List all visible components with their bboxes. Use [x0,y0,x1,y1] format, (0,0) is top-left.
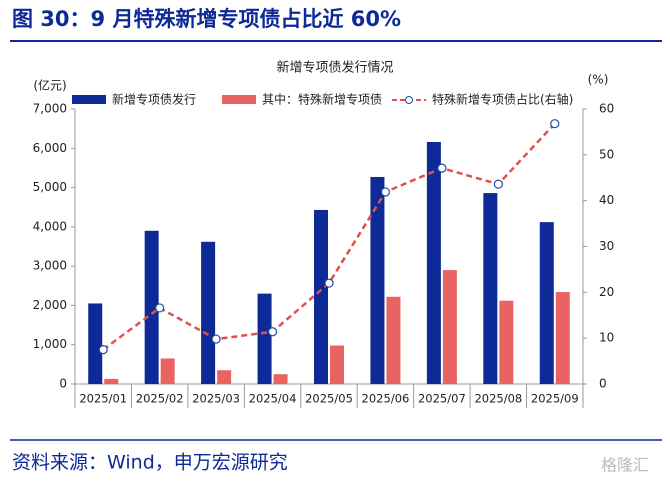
line-marker [98,345,108,355]
y-tick-label: 2,000 [33,298,67,312]
line-marker [155,303,165,313]
bar [370,176,385,384]
bar [160,358,175,384]
bar [144,230,159,384]
bar [330,345,344,384]
line [102,122,556,351]
x-tick-label: 2025/09 [531,392,579,406]
line-marker [380,187,391,197]
bar [386,296,401,384]
legend-label: 特殊新增专项债占比(右轴) [432,92,573,107]
bar [201,241,216,384]
bar [499,300,514,384]
x-tick-label: 2025/06 [362,392,410,406]
line-marker [437,163,447,173]
legend-swatch [222,95,256,104]
line-marker [324,278,334,288]
bar [314,209,328,384]
bar [442,270,457,384]
y2-tick-label: 50 [599,147,614,161]
x-tick-label: 2025/02 [136,392,184,406]
bar [104,378,119,384]
x-tick-label: 2025/07 [418,392,466,406]
y-axis-label: (亿元) [33,78,66,93]
bar [426,142,441,384]
x-tick-label: 2025/04 [249,392,297,406]
y2-tick-label: 20 [599,285,614,299]
x-tick-label: 2025/08 [474,392,522,406]
y-tick-label: 0 [59,377,67,391]
chart-title: 新增专项债发行情况 [276,60,393,76]
legend-marker [405,96,413,104]
y-tick-label: 7,000 [33,102,67,116]
y-tick-label: 4,000 [33,219,67,233]
legend-label: 其中：特殊新增专项债 [262,92,382,107]
watermark: 格隆汇 [601,456,649,475]
bar [217,370,232,384]
header-title: 图 30：9 月特殊新增专项债占比近 60% [12,7,401,31]
y2-tick-label: 10 [599,331,614,345]
line-marker [550,119,560,129]
legend-label: 新增专项债发行 [112,92,196,107]
y2-tick-label: 40 [599,193,614,207]
bar [88,303,103,384]
bar [257,293,272,384]
y-tick-label: 5,000 [33,180,67,194]
bar [273,374,288,384]
y2-axis-label: (%) [588,73,609,87]
y-tick-label: 6,000 [33,141,67,155]
legend-swatch [72,95,106,104]
line-marker [493,179,503,189]
x-tick-label: 2025/03 [192,392,240,406]
bar [539,222,554,384]
y2-tick-label: 30 [599,239,614,253]
bar [555,292,570,384]
line-marker [267,327,278,337]
y-tick-label: 1,000 [33,337,67,351]
x-tick-label: 2025/05 [305,392,353,406]
x-tick-label: 2025/01 [79,392,127,406]
y-tick-label: 3,000 [33,259,67,273]
bar [483,193,498,384]
source: 资料来源：Wind，申万宏源研究 [12,452,288,474]
y2-tick-label: 0 [599,377,607,391]
y2-tick-label: 60 [599,102,614,116]
line-marker [211,334,221,344]
